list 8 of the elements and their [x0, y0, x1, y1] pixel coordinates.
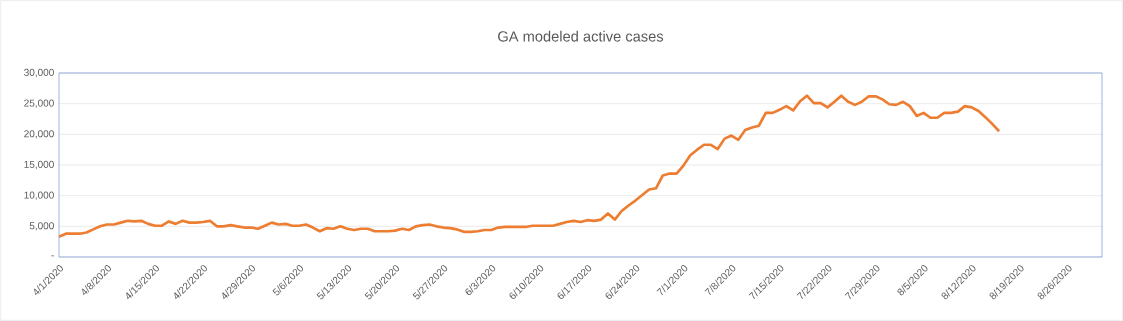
y-tick-label: 25,000 [24, 99, 54, 108]
y-tick-label: 20,000 [24, 130, 54, 139]
y-tick-label: 15,000 [24, 160, 54, 170]
y-tick-label: 5,000 [29, 222, 54, 231]
chart-title: GA modeled active cases [498, 30, 664, 42]
y-tick-label: - [51, 255, 54, 257]
y-tick-label: 10,000 [24, 191, 54, 200]
y-tick-label: 30,000 [24, 68, 54, 78]
